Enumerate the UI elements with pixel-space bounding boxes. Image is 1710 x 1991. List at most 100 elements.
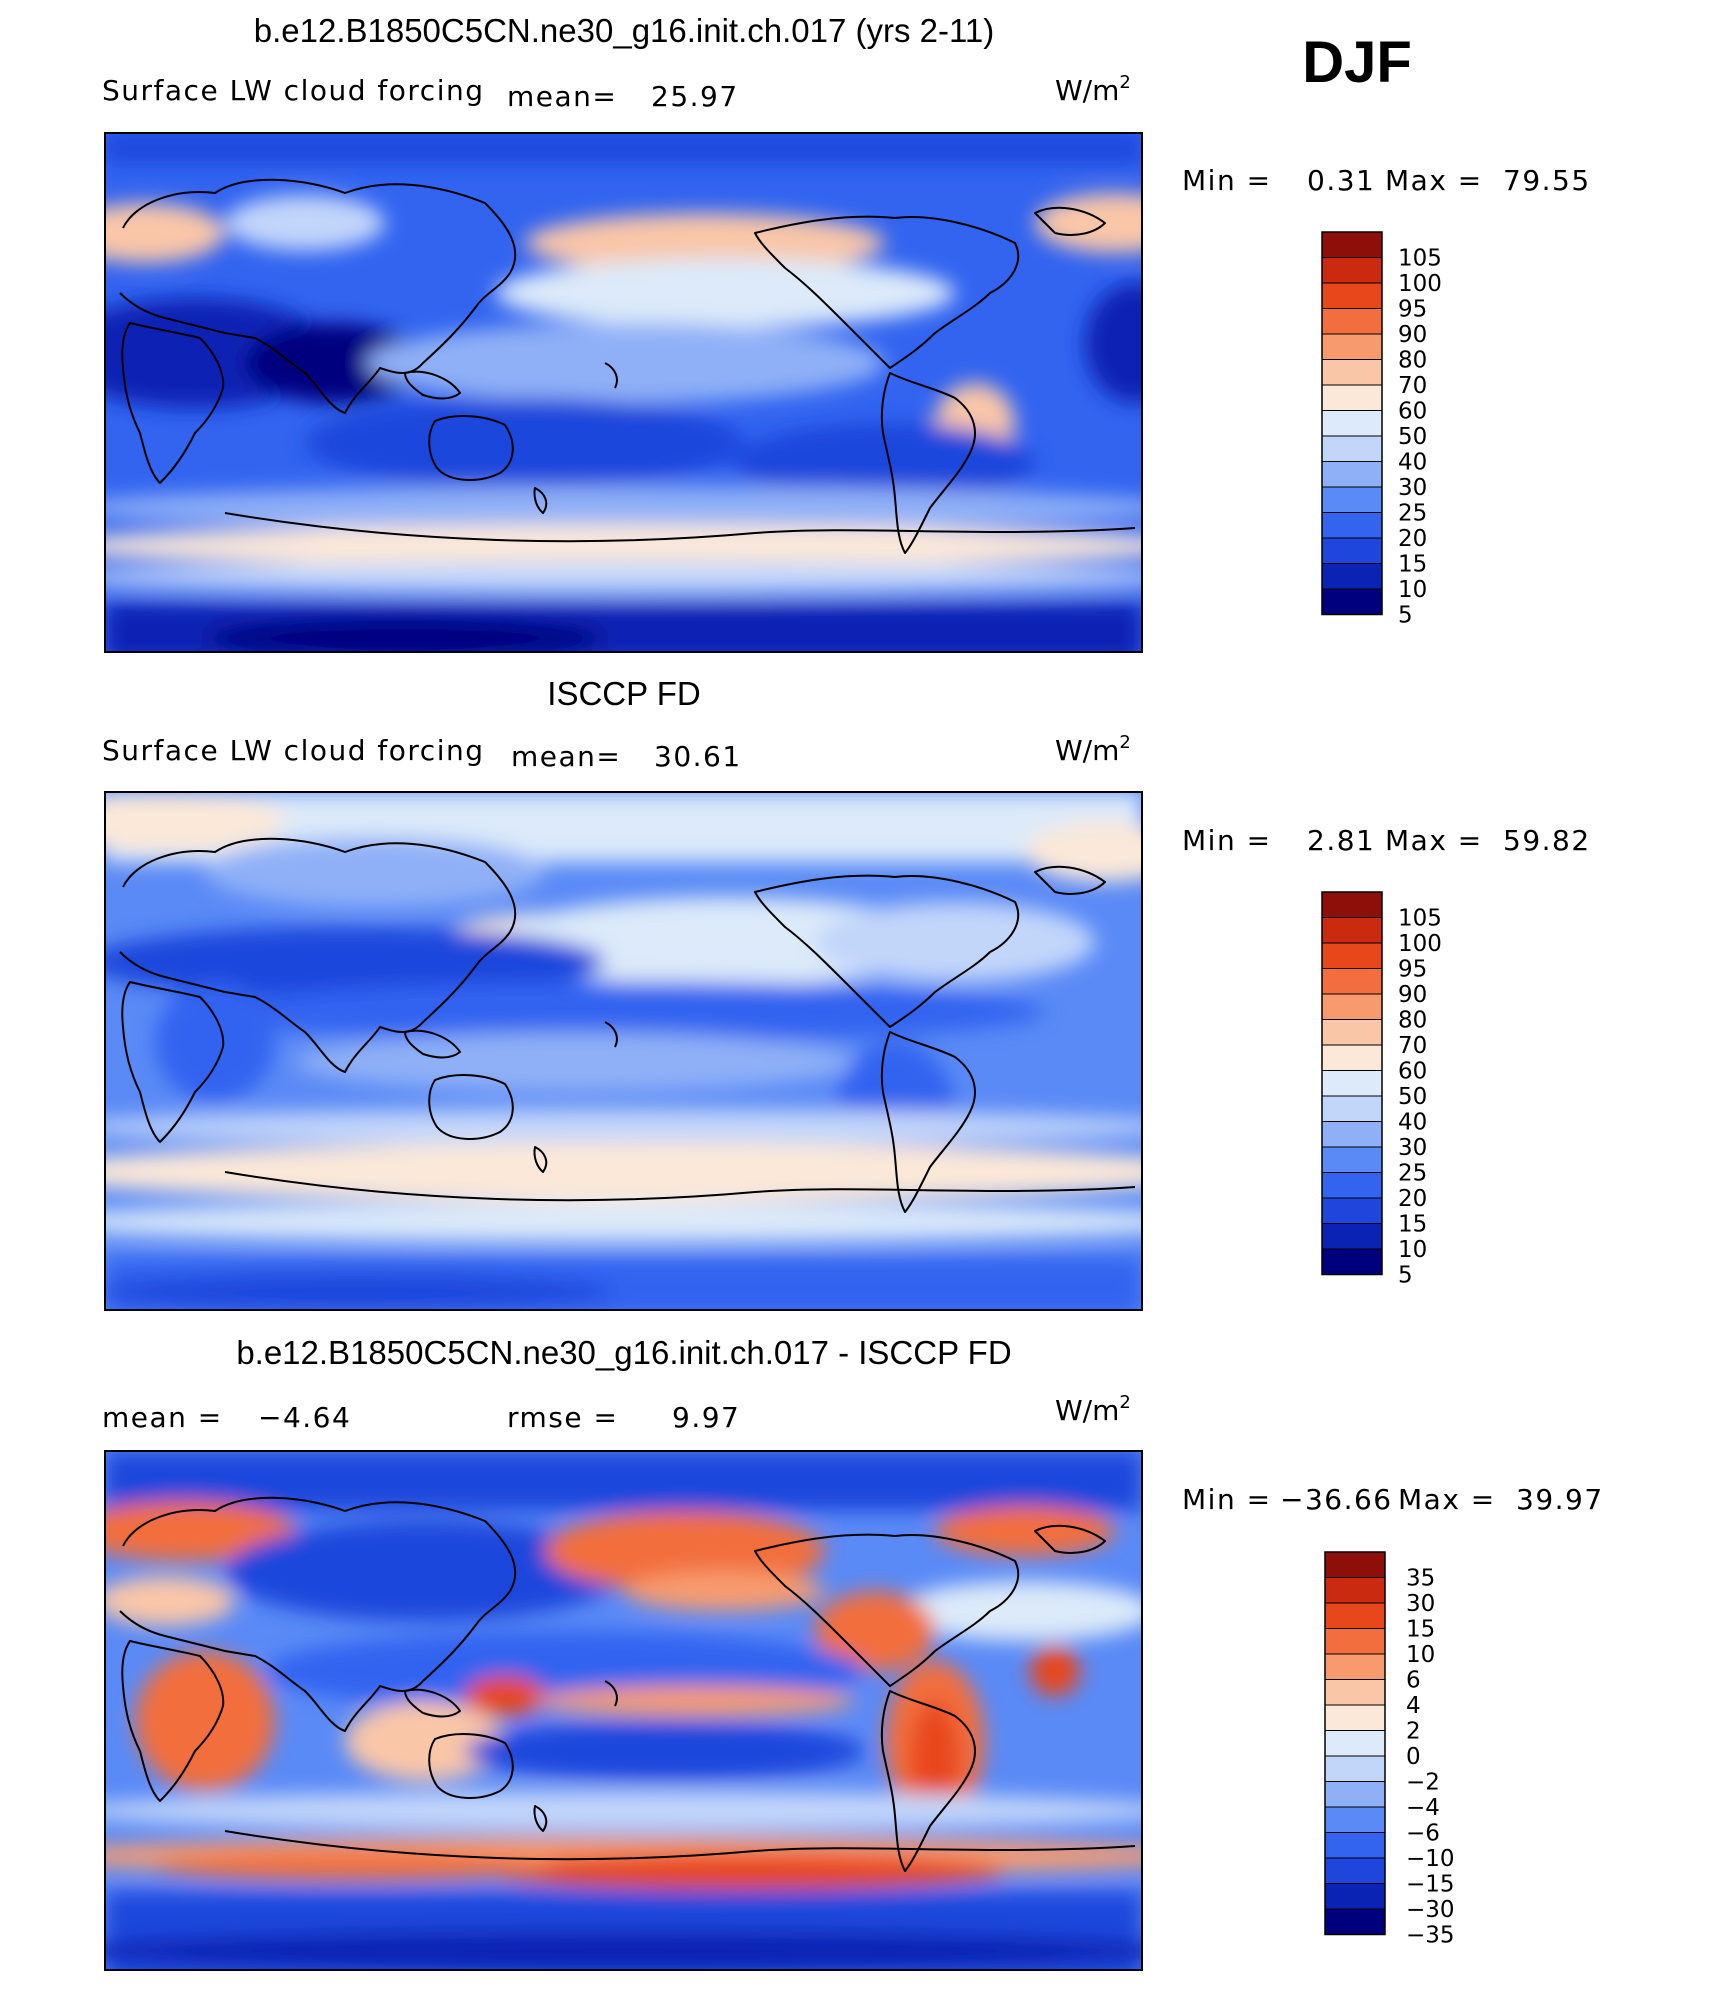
panel1-max-value: 79.55 bbox=[1503, 164, 1591, 197]
colorbar-box bbox=[1321, 461, 1383, 488]
colorbar-box bbox=[1321, 1095, 1383, 1122]
colorbar-tick-label: 10 bbox=[1406, 1642, 1435, 1668]
colorbar-tick-label: 15 bbox=[1398, 552, 1427, 578]
colorbar-tick-label: 90 bbox=[1398, 322, 1427, 348]
colorbar-box bbox=[1321, 1019, 1383, 1046]
colorbar-box bbox=[1321, 410, 1383, 437]
panel1-mean-label: mean= bbox=[507, 80, 617, 113]
colorbar-box bbox=[1321, 537, 1383, 564]
panel2-field: Surface LW cloud forcing bbox=[102, 734, 485, 767]
colorbar-tick-label: 20 bbox=[1398, 1186, 1427, 1212]
panel2-map bbox=[105, 792, 1142, 1310]
colorbar-tick-label: 95 bbox=[1398, 297, 1427, 323]
colorbar-box bbox=[1321, 1070, 1383, 1097]
panel3-rmse-value: 9.97 bbox=[672, 1401, 740, 1434]
colorbar-box bbox=[1321, 308, 1383, 335]
colorbar-tick-label: −15 bbox=[1406, 1872, 1455, 1898]
colorbar-tick-label: 2 bbox=[1406, 1719, 1421, 1745]
colorbar-tick-label: 15 bbox=[1406, 1617, 1435, 1643]
colorbar-tick-label: 100 bbox=[1398, 931, 1442, 957]
colorbar-tick-label: 5 bbox=[1398, 1263, 1413, 1289]
colorbar-tick-label: 5 bbox=[1398, 603, 1413, 629]
panel3-field-blobs bbox=[105, 1451, 1142, 1970]
panel1-units: W/m2 bbox=[1055, 72, 1131, 107]
colorbar-box bbox=[1321, 1172, 1383, 1199]
colorbar-box bbox=[1321, 1223, 1383, 1250]
colorbar-box bbox=[1321, 891, 1383, 918]
colorbar-tick-label: 25 bbox=[1398, 1161, 1427, 1187]
panel3-min-label: Min = bbox=[1182, 1483, 1272, 1516]
colorbar-tick-label: 80 bbox=[1398, 1008, 1427, 1034]
panel1-frame bbox=[104, 132, 1143, 653]
colorbar-tick-label: 20 bbox=[1398, 526, 1427, 552]
panel3-max-value: 39.97 bbox=[1516, 1483, 1604, 1516]
colorbar-tick-label: 35 bbox=[1406, 1566, 1435, 1592]
panel2-mean-value: 30.61 bbox=[654, 740, 742, 773]
colorbar-tick-label: 70 bbox=[1398, 1033, 1427, 1059]
panel2-frame bbox=[104, 791, 1143, 1311]
colorbar-tick-label: 0 bbox=[1406, 1744, 1421, 1770]
colorbar-tick-label: 60 bbox=[1398, 399, 1427, 425]
colorbar-box bbox=[1324, 1908, 1386, 1935]
colorbar-box bbox=[1321, 384, 1383, 411]
colorbar-box bbox=[1324, 1755, 1386, 1782]
panel1-min-label: Min = bbox=[1182, 164, 1272, 197]
colorbar-tick-label: 30 bbox=[1398, 475, 1427, 501]
panel3-frame bbox=[104, 1450, 1143, 1971]
panel1-min-value: 0.31 bbox=[1307, 164, 1375, 197]
panel1-field-blobs bbox=[105, 133, 1142, 652]
panel2-max-label: Max = bbox=[1385, 824, 1483, 857]
colorbar-box bbox=[1324, 1704, 1386, 1731]
colorbar-box bbox=[1321, 942, 1383, 969]
panel2-mean-label: mean= bbox=[511, 740, 621, 773]
panel3-rmse-label: rmse = bbox=[507, 1401, 618, 1434]
colorbar-tick-label: −30 bbox=[1406, 1897, 1455, 1923]
panel2-max-value: 59.82 bbox=[1503, 824, 1591, 857]
colorbar-tick-label: 30 bbox=[1398, 1135, 1427, 1161]
panel3-min-value: −36.66 bbox=[1280, 1483, 1393, 1516]
colorbar-box bbox=[1324, 1781, 1386, 1808]
colorbar-box bbox=[1324, 1883, 1386, 1910]
colorbar-box bbox=[1324, 1806, 1386, 1833]
colorbar-box bbox=[1324, 1730, 1386, 1757]
colorbar-outline bbox=[1324, 1551, 1386, 1936]
colorbar-box bbox=[1324, 1857, 1386, 1884]
panel2-min-label: Min = bbox=[1182, 824, 1272, 857]
colorbar-box bbox=[1321, 486, 1383, 513]
colorbar-box bbox=[1321, 359, 1383, 386]
panel2-field-blobs bbox=[105, 792, 1142, 1310]
colorbar-tick-label: 105 bbox=[1398, 906, 1442, 932]
colorbar-box bbox=[1321, 282, 1383, 309]
colorbar-tick-label: 50 bbox=[1398, 1084, 1427, 1110]
panel3-mean-value: −4.64 bbox=[258, 1401, 351, 1434]
colorbar-box bbox=[1324, 1602, 1386, 1629]
colorbar-tick-label: 6 bbox=[1406, 1668, 1421, 1694]
colorbar-tick-label: 95 bbox=[1398, 957, 1427, 983]
panel1-max-label: Max = bbox=[1385, 164, 1483, 197]
colorbar-box bbox=[1324, 1577, 1386, 1604]
colorbar-tick-label: −4 bbox=[1406, 1795, 1440, 1821]
colorbar-tick-label: 105 bbox=[1398, 246, 1442, 272]
panel1-field: Surface LW cloud forcing bbox=[102, 74, 485, 107]
colorbar-tick-label: −35 bbox=[1406, 1923, 1455, 1949]
colorbar-box bbox=[1324, 1832, 1386, 1859]
colorbar-box bbox=[1324, 1653, 1386, 1680]
colorbar-box bbox=[1321, 993, 1383, 1020]
colorbar-box bbox=[1321, 435, 1383, 462]
colorbar-outline bbox=[1321, 231, 1383, 616]
colorbar-tick-label: 10 bbox=[1398, 1237, 1427, 1263]
colorbar-box bbox=[1321, 588, 1383, 615]
colorbar-box bbox=[1321, 333, 1383, 360]
panel2-min-value: 2.81 bbox=[1307, 824, 1375, 857]
colorbar-tick-label: −2 bbox=[1406, 1770, 1440, 1796]
colorbar-box bbox=[1321, 1121, 1383, 1148]
colorbar-box bbox=[1321, 257, 1383, 284]
panel3-max-label: Max = bbox=[1398, 1483, 1496, 1516]
colorbar-box bbox=[1321, 917, 1383, 944]
colorbar-box bbox=[1321, 1146, 1383, 1173]
colorbar-outline bbox=[1321, 891, 1383, 1276]
panel3-mean-label: mean = bbox=[102, 1401, 223, 1434]
